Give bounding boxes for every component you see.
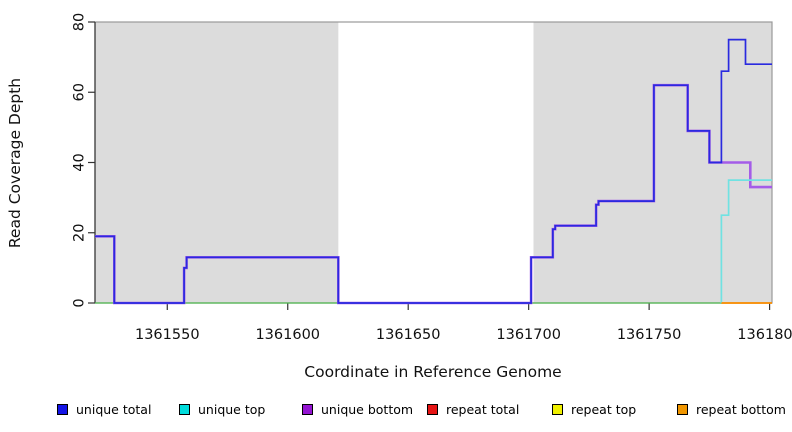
legend-swatch-unique-bottom (302, 403, 313, 415)
x-tick-label: 1361650 (376, 327, 441, 343)
legend-label: repeat total (446, 401, 520, 417)
uncovered-region (338, 22, 534, 303)
y-tick-label: 60 (72, 83, 88, 101)
y-tick-label: 20 (72, 224, 88, 242)
legend-label: unique total (76, 401, 152, 417)
series-line-unique-top (720, 179, 772, 303)
series-line-unique-total (95, 38, 772, 304)
legend-item-unique-total: unique total (57, 399, 151, 419)
x-tick-label: 1361750 (617, 327, 682, 343)
y-tick-label: 40 (72, 153, 88, 171)
x-tick-label: 1361600 (255, 327, 320, 343)
y-tick-label: 0 (72, 298, 88, 307)
y-tick-label: 80 (72, 13, 88, 31)
legend-swatch-unique-total (57, 403, 68, 415)
legend-label: unique bottom (321, 401, 414, 417)
legend-label: repeat bottom (696, 401, 786, 417)
y-axis-label: Read Coverage Depth (6, 78, 24, 248)
chart-legend: unique total unique top unique bottom repea… (0, 399, 792, 423)
legend-swatch-repeat-bottom (677, 403, 688, 415)
legend-swatch-repeat-total (427, 403, 438, 415)
legend-item-repeat-total: repeat total (427, 399, 519, 419)
legend-label: unique top (198, 401, 266, 417)
coverage-plot: 1361550 1361600 1361650 1361700 1361750 13618… (6, 13, 792, 381)
legend-item-repeat-top: repeat top (552, 399, 636, 419)
x-tick-label: 1361700 (496, 327, 561, 343)
legend-item-repeat-bottom: repeat bottom (677, 399, 786, 419)
x-tick-label: 1361550 (135, 327, 200, 343)
legend-swatch-repeat-top (552, 403, 563, 415)
legend-item-unique-top: unique top (179, 399, 265, 419)
legend-swatch-unique-top (179, 403, 190, 415)
legend-item-unique-bottom: unique bottom (302, 399, 413, 419)
x-axis-label: Coordinate in Reference Genome (304, 363, 561, 381)
legend-label: repeat top (571, 401, 637, 417)
